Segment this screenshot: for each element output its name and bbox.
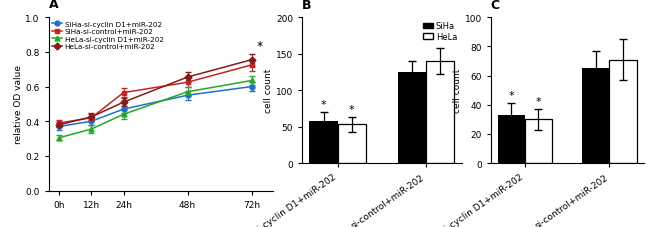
Bar xyxy=(525,120,552,163)
Text: C: C xyxy=(491,0,500,12)
Bar xyxy=(610,60,636,163)
Bar xyxy=(309,121,338,163)
Text: *: * xyxy=(508,91,514,101)
Text: *: * xyxy=(257,40,263,53)
Bar xyxy=(498,116,525,163)
Text: A: A xyxy=(49,0,58,11)
Legend: SiHa-si-cyclin D1+miR-202, SiHa-si-control+miR-202, HeLa-si-cyclin D1+miR-202, H: SiHa-si-cyclin D1+miR-202, SiHa-si-contr… xyxy=(53,22,164,50)
Text: *: * xyxy=(349,105,355,115)
Bar xyxy=(582,69,610,163)
Bar xyxy=(338,125,366,163)
Legend: SiHa, HeLa: SiHa, HeLa xyxy=(423,22,458,42)
Y-axis label: cell count: cell count xyxy=(264,69,273,113)
Y-axis label: cell count: cell count xyxy=(452,69,462,113)
Bar xyxy=(398,73,426,163)
Bar xyxy=(426,62,454,163)
Text: *: * xyxy=(321,100,326,110)
Y-axis label: relative OD value: relative OD value xyxy=(14,65,23,144)
Text: B: B xyxy=(302,0,312,12)
Text: *: * xyxy=(536,97,541,107)
